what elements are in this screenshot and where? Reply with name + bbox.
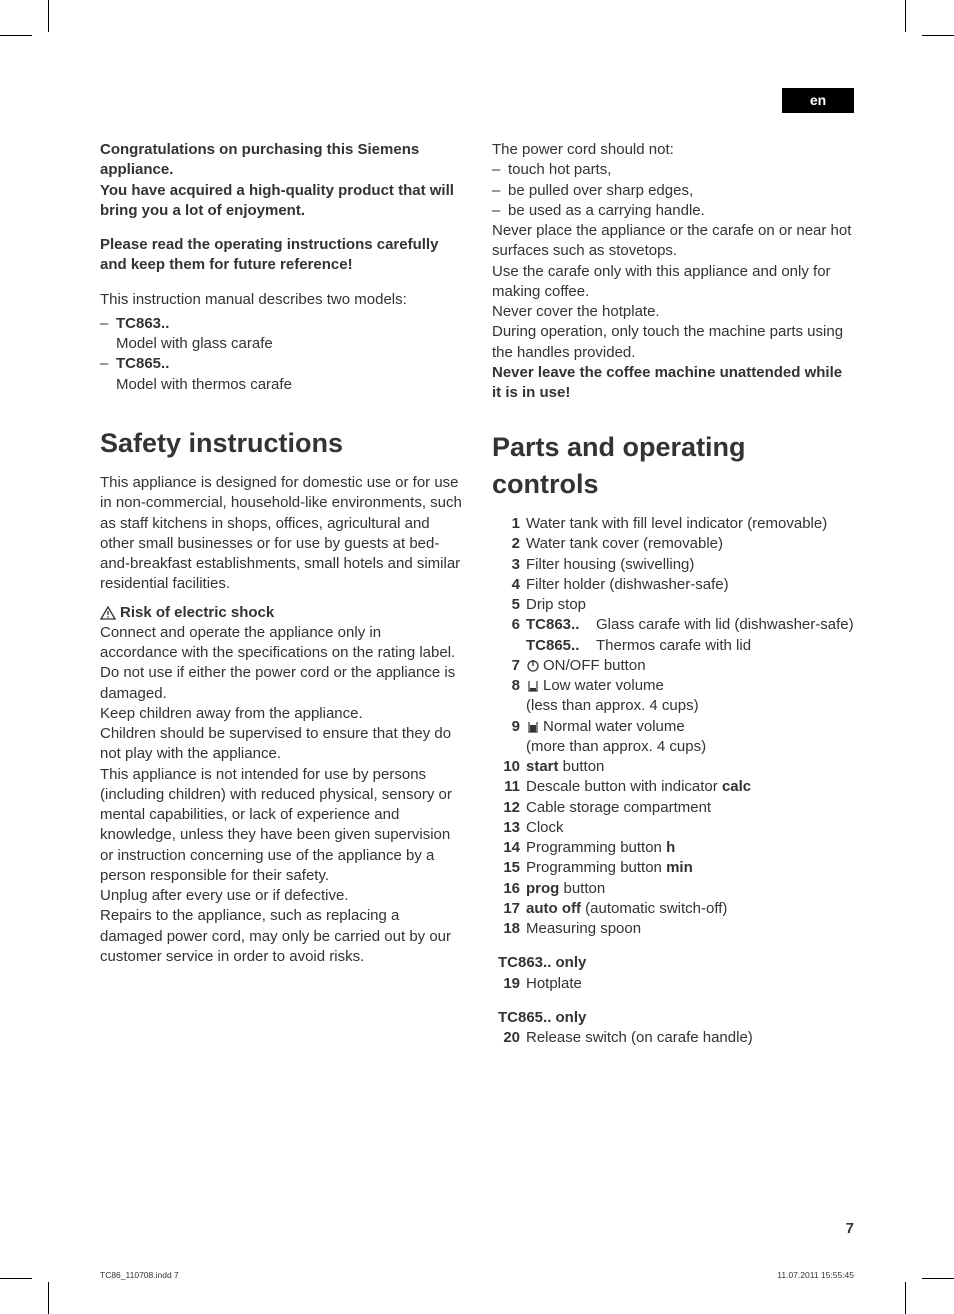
safety-p: Children should be supervised to ensure … [100,724,462,765]
safety-p: Use the carafe only with this appliance … [492,262,854,303]
cord-list: –touch hot parts, –be pulled over sharp … [492,160,854,221]
intro-congrats: Congratulations on purchasing this Sieme… [100,140,462,221]
language-tab: en [782,88,854,113]
parts-list: 1Water tank with fill level indicator (r… [492,514,854,1048]
page-number: 7 [846,1219,854,1239]
model-list: –TC863.. Model with glass carafe –TC865.… [100,314,462,395]
safety-p: Connect and operate the appliance only i… [100,623,462,664]
cord-intro: The power cord should not: [492,140,854,160]
footer-file: TC86_110708.indd 7 [100,1270,179,1281]
part-item: 1Water tank with fill level indicator (r… [492,514,854,534]
part-item: 7 ON/OFF button [492,656,854,676]
safety-intro: This appliance is designed for domestic … [100,473,462,595]
parts-heading: Parts and operating controls [492,429,854,502]
safety-heading: Safety instructions [100,425,462,461]
part-item: 2Water tank cover (removable) [492,534,854,554]
part-item: 8 Low water volume(less than approx. 4 c… [492,676,854,717]
model-item: –TC865.. [100,354,462,374]
cord-item: –be pulled over sharp edges, [492,181,854,201]
low-water-icon [526,679,540,693]
part-item: 10start button [492,757,854,777]
part-item: 3Filter housing (swivelling) [492,555,854,575]
right-column: The power cord should not: –touch hot pa… [492,140,854,1048]
part-item: 19 Hotplate [492,974,854,994]
part-item: 17auto off (automatic switch-off) [492,899,854,919]
page-content: Congratulations on purchasing this Sieme… [100,140,854,1048]
model-only-title: TC863.. only [498,953,854,973]
part-item: 16prog button [492,879,854,899]
model-desc: Model with glass carafe [116,334,462,354]
safety-emphasis: Never leave the coffee machine unat­tend… [492,363,854,404]
footer-timestamp: 11.07.2011 15:55:45 [777,1270,854,1281]
part-item: 9 Normal water volume(more than approx. … [492,717,854,758]
part-item: 15Programming button min [492,858,854,878]
cord-item: –be used as a carrying handle. [492,201,854,221]
cord-item: –touch hot parts, [492,160,854,180]
intro-models: This instruction manual describes two mo… [100,290,462,310]
safety-p: Unplug after every use or if defective. [100,886,462,906]
part-item: 5Drip stop [492,595,854,615]
part-item: 20 Release switch (on carafe handle) [492,1028,854,1048]
model-code: TC863.. [116,314,169,334]
part-item: 13Clock [492,818,854,838]
safety-p: Repairs to the appliance, such as replac… [100,906,462,967]
part-item: 12Cable storage compartment [492,798,854,818]
part-item: 18 Measuring spoon [492,919,854,939]
shock-warning-title: Risk of electric shock [100,603,462,623]
safety-p: During operation, only touch the machine… [492,322,854,363]
safety-p: Do not use if either the power cord or t… [100,663,462,704]
part-item: 14Programming button h [492,838,854,858]
part-item-carafe: 6 TC863..Glass carafe with lid (dishwash… [492,615,854,656]
power-icon [526,659,540,673]
part-item: 11Descale button with indicator calc [492,777,854,797]
safety-p: Never place the appliance or the carafe … [492,221,854,262]
model-item: –TC863.. [100,314,462,334]
model-code: TC865.. [116,354,169,374]
normal-water-icon [526,720,540,734]
left-column: Congratulations on purchasing this Sieme… [100,140,462,1048]
part-item: 4Filter holder (dishwasher-safe) [492,575,854,595]
footer: TC86_110708.indd 7 11.07.2011 15:55:45 [100,1270,854,1281]
safety-p: This appliance is not intended for use b… [100,765,462,887]
warning-icon [100,606,116,620]
safety-p: Keep children away from the appliance. [100,704,462,724]
model-desc: Model with thermos carafe [116,375,462,395]
model-only-title: TC865.. only [498,1008,854,1028]
intro-read: Please read the operating instructions c… [100,235,462,276]
safety-p: Never cover the hotplate. [492,302,854,322]
